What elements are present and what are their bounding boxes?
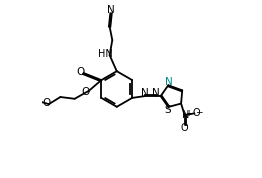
Text: O: O xyxy=(193,108,200,118)
Text: N: N xyxy=(182,110,189,120)
Text: O: O xyxy=(76,67,84,77)
Text: HN: HN xyxy=(98,49,113,59)
Text: S: S xyxy=(165,105,171,115)
Text: N: N xyxy=(152,88,160,98)
Text: N: N xyxy=(107,5,115,15)
Text: N: N xyxy=(165,77,173,87)
Text: −: − xyxy=(195,107,203,116)
Text: O: O xyxy=(42,98,50,108)
Text: O: O xyxy=(181,123,188,133)
Text: O: O xyxy=(81,87,89,97)
Text: N: N xyxy=(141,88,149,98)
Text: +: + xyxy=(185,109,192,118)
